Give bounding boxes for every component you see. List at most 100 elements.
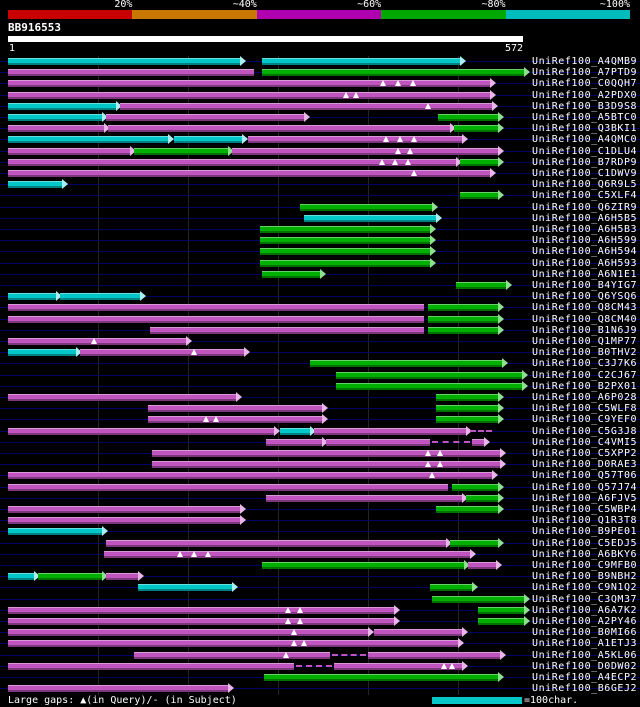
hsp-bar[interactable]	[8, 136, 168, 144]
subject-label[interactable]: UniRef100_A6FJV5	[532, 492, 638, 504]
hsp-bar[interactable]	[8, 472, 492, 480]
subject-label[interactable]: UniRef100_B9NBH2	[532, 571, 638, 583]
hsp-bar[interactable]	[106, 539, 446, 547]
subject-label[interactable]: UniRef100_A5BTC0	[532, 112, 638, 123]
hsp-bar[interactable]	[8, 91, 490, 99]
subject-label[interactable]: UniRef100_D0RAE3	[532, 459, 638, 471]
subject-label[interactable]: UniRef100_A4QMC0	[532, 134, 638, 146]
hsp-bar[interactable]	[104, 550, 470, 558]
hsp-bar[interactable]	[266, 494, 462, 502]
subject-label[interactable]: UniRef100_A6H5B3	[532, 224, 638, 235]
hsp-bar[interactable]	[106, 573, 138, 581]
hsp-bar[interactable]	[438, 114, 498, 121]
hsp-bar[interactable]	[8, 427, 274, 435]
hsp-bar[interactable]	[314, 427, 466, 435]
hsp-bar[interactable]	[120, 102, 492, 110]
subject-label[interactable]: UniRef100_B0MI66	[532, 627, 638, 639]
subject-label[interactable]: UniRef100_A6A7K2	[532, 604, 638, 616]
hsp-bar[interactable]	[450, 539, 498, 547]
hsp-bar[interactable]	[436, 405, 498, 413]
hsp-bar[interactable]	[8, 315, 424, 323]
hsp-bar[interactable]	[8, 528, 102, 536]
subject-label[interactable]: UniRef100_Q6ZIR9	[532, 201, 638, 213]
subject-label[interactable]: UniRef100_B9PE01	[532, 526, 638, 538]
hsp-bar[interactable]	[8, 618, 394, 625]
hsp-bar[interactable]	[8, 170, 490, 177]
hsp-bar[interactable]	[260, 237, 430, 245]
subject-label[interactable]: UniRef100_B2PX01	[532, 380, 638, 392]
hsp-bar[interactable]	[260, 248, 430, 256]
subject-label[interactable]: UniRef100_C1DWV9	[532, 168, 638, 179]
subject-label[interactable]: UniRef100_Q6R9L5	[532, 179, 638, 191]
hsp-bar[interactable]	[8, 606, 394, 614]
hsp-bar[interactable]	[138, 584, 232, 592]
hsp-bar[interactable]	[460, 158, 498, 166]
hsp-bar[interactable]	[108, 125, 450, 133]
hsp-bar[interactable]	[8, 349, 76, 357]
hsp-bar[interactable]	[430, 584, 472, 592]
subject-label[interactable]: UniRef100_B6GEJ2	[532, 683, 638, 695]
hsp-bar[interactable]	[8, 125, 104, 133]
subject-label[interactable]: UniRef100_C5XLF4	[532, 190, 638, 202]
hsp-bar[interactable]	[436, 416, 498, 424]
subject-label[interactable]: UniRef100_B4YIG7	[532, 280, 638, 291]
subject-label[interactable]: UniRef100_A6BKY6	[532, 548, 638, 560]
hsp-bar[interactable]	[262, 562, 464, 569]
hsp-bar[interactable]	[148, 416, 322, 424]
hsp-bar[interactable]	[80, 349, 244, 357]
hsp-bar[interactable]	[134, 147, 228, 155]
subject-label[interactable]: UniRef100_A6H5B5	[532, 212, 638, 224]
subject-label[interactable]: UniRef100_C4VMI5	[532, 436, 638, 448]
hsp-bar[interactable]	[8, 506, 240, 513]
subject-label[interactable]: UniRef100_A6H593	[532, 257, 638, 269]
hsp-bar[interactable]	[280, 427, 310, 435]
hsp-bar[interactable]	[334, 662, 462, 670]
subject-label[interactable]: UniRef100_Q3BKI1	[532, 123, 638, 135]
hsp-bar[interactable]	[478, 606, 524, 614]
hsp-bar[interactable]	[262, 69, 524, 77]
subject-label[interactable]: UniRef100_C1DLU4	[532, 145, 638, 157]
hsp-bar[interactable]	[8, 58, 240, 65]
subject-label[interactable]: UniRef100_A2PDX0	[532, 89, 638, 101]
hsp-bar[interactable]	[454, 125, 498, 133]
subject-label[interactable]: UniRef100_B1N6J9	[532, 324, 638, 336]
hsp-bar[interactable]	[8, 640, 458, 648]
hsp-bar[interactable]	[478, 618, 524, 625]
hsp-bar[interactable]	[260, 226, 430, 233]
hsp-bar[interactable]	[8, 114, 102, 121]
hsp-bar[interactable]	[8, 338, 186, 345]
hsp-bar[interactable]	[466, 494, 498, 502]
subject-label[interactable]: UniRef100_A4ECP2	[532, 672, 638, 683]
hsp-bar[interactable]	[152, 450, 500, 457]
subject-label[interactable]: UniRef100_C0QQH7	[532, 78, 638, 90]
hsp-bar[interactable]	[232, 147, 498, 155]
subject-label[interactable]: UniRef100_B0THV2	[532, 347, 638, 359]
hsp-bar[interactable]	[8, 629, 368, 637]
hsp-bar[interactable]	[472, 438, 484, 446]
hsp-bar[interactable]	[248, 136, 462, 144]
subject-label[interactable]: UniRef100_Q57T06	[532, 470, 638, 482]
hsp-bar[interactable]	[8, 517, 240, 525]
subject-label[interactable]: UniRef100_C9YEF0	[532, 414, 638, 426]
hsp-bar[interactable]	[310, 360, 502, 368]
hsp-bar[interactable]	[8, 483, 448, 491]
subject-label[interactable]: UniRef100_C5WLF8	[532, 403, 638, 415]
subject-label[interactable]: UniRef100_A2PY46	[532, 616, 638, 627]
hsp-bar[interactable]	[8, 304, 424, 312]
hsp-bar[interactable]	[8, 158, 456, 166]
subject-label[interactable]: UniRef100_Q8CM43	[532, 302, 638, 314]
subject-label[interactable]: UniRef100_C5WBP4	[532, 504, 638, 515]
hsp-bar[interactable]	[456, 282, 506, 289]
hsp-bar[interactable]	[304, 214, 436, 222]
hsp-bar[interactable]	[452, 483, 498, 491]
hsp-bar[interactable]	[38, 573, 102, 581]
subject-label[interactable]: UniRef100_A5KL06	[532, 649, 638, 661]
subject-label[interactable]: UniRef100_D0DW02	[532, 660, 638, 672]
hsp-bar[interactable]	[8, 293, 56, 301]
hsp-bar[interactable]	[8, 80, 490, 88]
hsp-bar[interactable]	[148, 405, 322, 413]
hsp-bar[interactable]	[8, 181, 62, 189]
subject-label[interactable]: UniRef100_A1ETJ3	[532, 638, 638, 650]
subject-label[interactable]: UniRef100_A7PTD9	[532, 67, 638, 79]
subject-label[interactable]: UniRef100_C3J7K6	[532, 358, 638, 370]
